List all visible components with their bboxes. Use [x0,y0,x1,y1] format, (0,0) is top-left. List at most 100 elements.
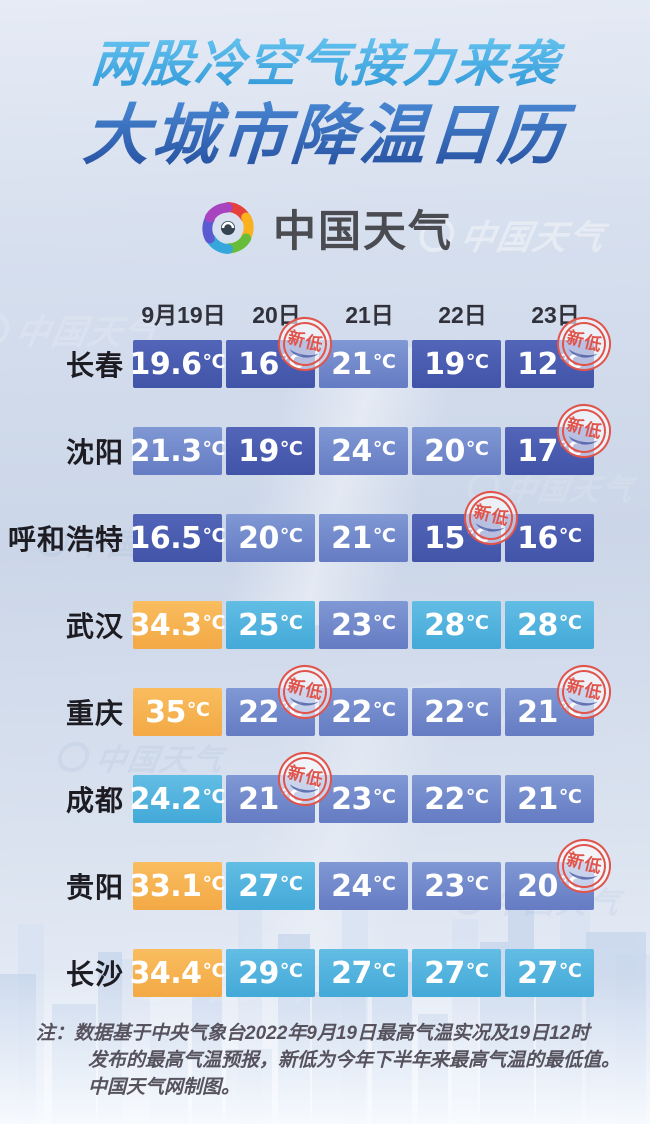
temp-unit: ℃ [372,351,396,373]
temp-unit: ℃ [279,612,303,634]
temp-cell: 24.2 ℃ [129,775,226,823]
temp-unit: ℃ [279,525,303,547]
temp-value: 28 [424,607,465,643]
temp-value: 22 [424,781,465,817]
temp-unit: ℃ [558,786,582,808]
temp-unit: ℃ [202,525,226,547]
temp-unit: ℃ [202,438,226,460]
temp-value: 21.3 [129,433,202,469]
wave-glyph [475,523,505,532]
temp-value: 21 [517,781,558,817]
temp-value: 20 [424,433,465,469]
temp-cell: 16℃新低 [226,311,338,388]
temp-cell: 22 ℃ [412,688,501,736]
title-line-2: 大城市降温日历 [0,98,650,172]
city-label: 呼和浩特 [7,524,124,555]
city-row: 长沙 34.4 ℃ 29 ℃ 27 ℃ 27 ℃ 27 ℃ [0,949,650,997]
temp-value: 19 [238,433,279,469]
temp-value: 20 [238,520,279,556]
temp-value: 17 [517,433,558,469]
date-header: 9月19日 [141,302,226,328]
new-low-stamp: 新低 [272,311,338,377]
temp-unit: ℃ [372,960,396,982]
temp-cell: 20 ℃ [412,427,501,475]
temp-cell: 33.1 ℃ [129,862,226,910]
temp-cell: 15℃新低 [412,485,524,562]
temp-cell: 19 ℃ [412,340,501,388]
temp-value: 27 [331,955,372,991]
china-weather-logo-icon [202,202,254,254]
temp-value: 19 [424,346,465,382]
temp-cell: 25 ℃ [226,601,315,649]
temp-unit: ℃ [202,612,226,634]
temp-unit: ℃ [372,699,396,721]
temp-value: 23 [331,781,372,817]
temp-value: 20 [517,868,558,904]
temp-unit: ℃ [558,960,582,982]
temp-unit: ℃ [186,699,210,721]
temp-unit: ℃ [202,873,226,895]
temp-cell: 28 ℃ [505,601,594,649]
temp-unit: ℃ [372,612,396,634]
brand-lockup: 中国天气 [0,196,650,260]
city-label: 沈阳 [65,437,124,468]
temp-unit: ℃ [465,699,489,721]
temp-value: 21 [517,694,558,730]
temp-value: 16 [238,346,279,382]
temp-cell: 22 ℃ [412,775,501,823]
city-label: 贵阳 [65,872,124,903]
temp-cell: 27 ℃ [226,862,315,910]
temp-value: 24.2 [129,781,202,817]
temp-cell: 19 ℃ [226,427,315,475]
temp-unit: ℃ [372,525,396,547]
temp-cell: 21℃新低 [226,746,338,823]
temp-cell: 23 ℃ [412,862,501,910]
wave-glyph [289,784,319,793]
bottom-fade [0,974,650,1124]
temp-cell: 19.6 ℃ [129,340,226,388]
temp-unit: ℃ [202,351,226,373]
temp-cell: 21.3 ℃ [129,427,226,475]
temp-cell: 35 ℃ [133,688,222,736]
city-label: 长春 [65,350,124,381]
wave-glyph [568,871,598,880]
temp-unit: ℃ [558,525,582,547]
temp-value: 34.3 [129,607,202,643]
temperature-table: 长春19.6℃16℃新低21℃19℃12℃新低沈阳21.3℃19℃24℃20℃1… [0,311,650,997]
temp-unit: ℃ [372,438,396,460]
temp-value: 27 [424,955,465,991]
temp-cell: 21 ℃ [319,514,408,562]
temp-cell: 23 ℃ [319,775,408,823]
wave-glyph [568,349,598,358]
temp-cell: 24 ℃ [319,862,408,910]
date-header: 21日 [345,302,394,328]
temp-cell: 21 ℃ [505,775,594,823]
temp-unit: ℃ [558,612,582,634]
new-low-stamp: 新低 [272,659,338,725]
temp-value: 21 [331,520,372,556]
temp-value: 22 [424,694,465,730]
temp-value: 27 [517,955,558,991]
city-label: 长沙 [65,959,124,990]
temp-unit: ℃ [465,438,489,460]
date-header: 22日 [438,302,487,328]
temp-value: 22 [238,694,279,730]
city-label: 重庆 [65,698,124,729]
date-header-row: 9月19日 20日 21日 22日 23日 [0,296,650,328]
temp-unit: ℃ [279,438,303,460]
temp-unit: ℃ [279,873,303,895]
temp-cell: 17℃新低 [505,398,617,475]
city-label: 成都 [65,785,124,816]
new-low-stamp: 新低 [458,485,524,551]
temp-unit: ℃ [465,612,489,634]
temp-value: 35 [145,694,186,730]
temp-cell: 21 ℃ [319,340,408,388]
temp-unit: ℃ [372,873,396,895]
new-low-stamp: 新低 [551,833,617,899]
temp-value: 12 [517,346,558,382]
